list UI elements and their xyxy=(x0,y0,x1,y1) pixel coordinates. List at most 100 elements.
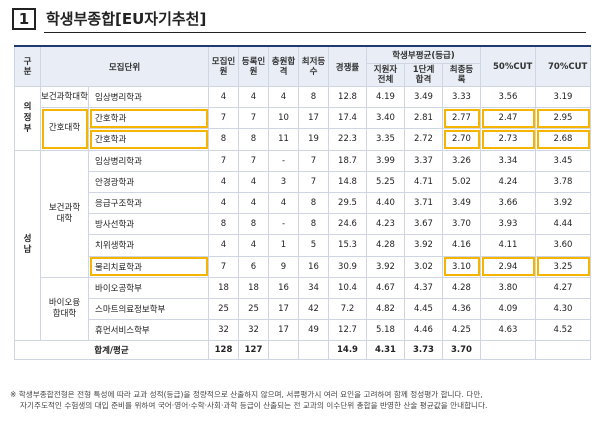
final-cell: 3.70 xyxy=(442,213,481,236)
footnote-line-1: ※ 학생부종합전형은 전형 특성에 따라 교과 성적(등급)을 정량적으로 산출… xyxy=(10,390,483,399)
unit-cell: 스마트의료정보학부 xyxy=(88,297,209,321)
unit-cell: 치위생학과 xyxy=(88,234,209,257)
enrolled-cell: 25 xyxy=(238,297,269,321)
unit-cell: 방사선학과 xyxy=(88,213,209,236)
ratio-cell: 7.2 xyxy=(328,297,367,321)
quota-cell: 25 xyxy=(208,297,239,321)
final-cell: 4.25 xyxy=(442,319,481,342)
header-quota: 모집인원 xyxy=(208,45,239,87)
table-row: 물리치료학과 7 6 9 16 30.9 3.92 3.02 3.10 2.94… xyxy=(15,255,591,278)
total-label: 합계/평균 xyxy=(14,340,209,361)
enrolled-cell: 4 xyxy=(238,170,269,193)
table-row: 안경광학과 4 4 3 7 14.8 5.25 4.71 5.02 4.24 3… xyxy=(15,170,591,193)
unit-cell: 응급구조학과 xyxy=(88,191,209,215)
applicants-cell: 5.18 xyxy=(366,319,405,342)
cut50-cell: 3.66 xyxy=(480,191,536,215)
quota-cell: 7 xyxy=(208,149,239,172)
cut70-cell: 4.52 xyxy=(535,319,591,342)
applicants-cell: 3.99 xyxy=(366,149,405,172)
cut50-cell: 3.80 xyxy=(480,276,536,299)
unit-cell: 임상병리학과 xyxy=(88,149,209,172)
enrolled-cell: 8 xyxy=(238,213,269,236)
unit-cell: 휴먼서비스학부 xyxy=(88,319,209,342)
cut70-cell: 3.92 xyxy=(535,191,591,215)
header-min-rank: 최저등수 xyxy=(298,45,329,87)
stage1-cell: 3.71 xyxy=(404,191,443,215)
applicants-cell: 4.28 xyxy=(366,234,405,257)
table-row: 의정부 보건과학대학 임상병리학과 4 4 4 8 12.8 4.19 3.49… xyxy=(14,85,591,151)
min-rank-cell: 17 xyxy=(298,107,329,130)
total-extra xyxy=(268,340,299,361)
header-extra: 충원합격 xyxy=(268,45,299,87)
enrolled-cell: 4 xyxy=(238,191,269,215)
total-stage1: 3.73 xyxy=(404,340,443,361)
stage1-cell: 2.72 xyxy=(404,128,443,151)
table-row: 바이오융합대학 바이오공학부 18 18 16 34 10.4 4.67 4.3… xyxy=(15,276,591,342)
ratio-cell: 29.5 xyxy=(328,191,367,215)
quota-cell: 4 xyxy=(208,170,239,193)
final-cell: 4.16 xyxy=(442,234,481,257)
unit-cell: 임상병리학과 xyxy=(88,85,209,109)
enrolled-cell: 8 xyxy=(238,128,269,151)
region-uijeongbu: 의정부 xyxy=(14,86,41,151)
extra-cell: 3 xyxy=(268,170,299,193)
min-rank-cell: 49 xyxy=(298,319,329,342)
stage1-cell: 3.67 xyxy=(404,213,443,236)
unit-cell: 간호학과 xyxy=(88,128,209,151)
header-region: 구분 xyxy=(14,45,41,87)
min-rank-cell: 19 xyxy=(298,128,329,151)
ratio-cell: 14.8 xyxy=(328,170,367,193)
stage1-cell: 3.49 xyxy=(404,85,443,109)
cut70-cell: 2.68 xyxy=(535,128,591,151)
enrolled-cell: 4 xyxy=(238,234,269,257)
extra-cell: 10 xyxy=(268,107,299,130)
final-cell: 4.28 xyxy=(442,276,481,299)
cut70-cell: 4.30 xyxy=(535,297,591,321)
applicants-cell: 5.25 xyxy=(366,170,405,193)
enrolled-cell: 7 xyxy=(238,149,269,172)
header-applicants: 지원자전체 xyxy=(366,63,405,87)
min-rank-cell: 34 xyxy=(298,276,329,299)
final-cell: 4.36 xyxy=(442,297,481,321)
final-cell: 2.70 xyxy=(442,128,481,151)
quota-cell: 4 xyxy=(208,191,239,215)
college-cell: 보건과학대학 xyxy=(40,85,89,109)
ratio-cell: 17.4 xyxy=(328,107,367,130)
stage1-cell: 3.02 xyxy=(404,255,443,278)
unit-cell: 안경광학과 xyxy=(88,170,209,193)
enrolled-cell: 4 xyxy=(238,85,269,109)
extra-cell: 4 xyxy=(268,191,299,215)
header-stage1: 1단계합격 xyxy=(404,63,443,87)
college-cell: 간호대학 xyxy=(40,107,89,151)
cut70-cell: 4.44 xyxy=(535,213,591,236)
total-final: 3.70 xyxy=(442,340,481,361)
table-row: 치위생학과 4 4 1 5 15.3 4.28 3.92 4.16 4.11 3… xyxy=(15,234,591,257)
total-applicants: 4.31 xyxy=(366,340,405,361)
min-rank-cell: 8 xyxy=(298,191,329,215)
ratio-cell: 18.7 xyxy=(328,149,367,172)
stage1-cell: 4.45 xyxy=(404,297,443,321)
min-rank-cell: 8 xyxy=(298,213,329,236)
applicants-cell: 4.67 xyxy=(366,276,405,299)
cut50-cell: 2.73 xyxy=(480,128,536,151)
cut50-cell: 4.11 xyxy=(480,234,536,257)
college-cell: 보건과학대학 xyxy=(40,149,89,278)
cut70-cell: 3.19 xyxy=(535,85,591,109)
applicants-cell: 4.82 xyxy=(366,297,405,321)
table-row: 휴먼서비스학부 32 32 17 49 12.7 5.18 4.46 4.25 … xyxy=(15,319,591,342)
ratio-cell: 22.3 xyxy=(328,128,367,151)
min-rank-cell: 42 xyxy=(298,297,329,321)
cut50-cell: 3.56 xyxy=(480,85,536,109)
final-cell: 5.02 xyxy=(442,170,481,193)
stage1-cell: 4.46 xyxy=(404,319,443,342)
table-row: 응급구조학과 4 4 4 8 29.5 4.40 3.71 3.49 3.66 … xyxy=(15,191,591,215)
extra-cell: - xyxy=(268,149,299,172)
quota-cell: 32 xyxy=(208,319,239,342)
extra-cell: 4 xyxy=(268,85,299,109)
extra-cell: 9 xyxy=(268,255,299,278)
cut70-cell: 3.60 xyxy=(535,234,591,257)
ratio-cell: 12.8 xyxy=(328,85,367,109)
final-cell: 3.49 xyxy=(442,191,481,215)
quota-cell: 7 xyxy=(208,107,239,130)
footnote: ※ 학생부종합전형은 전형 특성에 따라 교과 성적(등급)을 정량적으로 산출… xyxy=(10,389,592,411)
